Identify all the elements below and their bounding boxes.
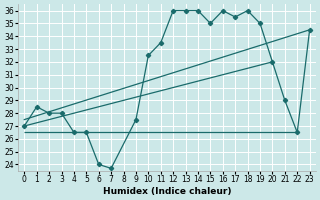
X-axis label: Humidex (Indice chaleur): Humidex (Indice chaleur) xyxy=(103,187,231,196)
